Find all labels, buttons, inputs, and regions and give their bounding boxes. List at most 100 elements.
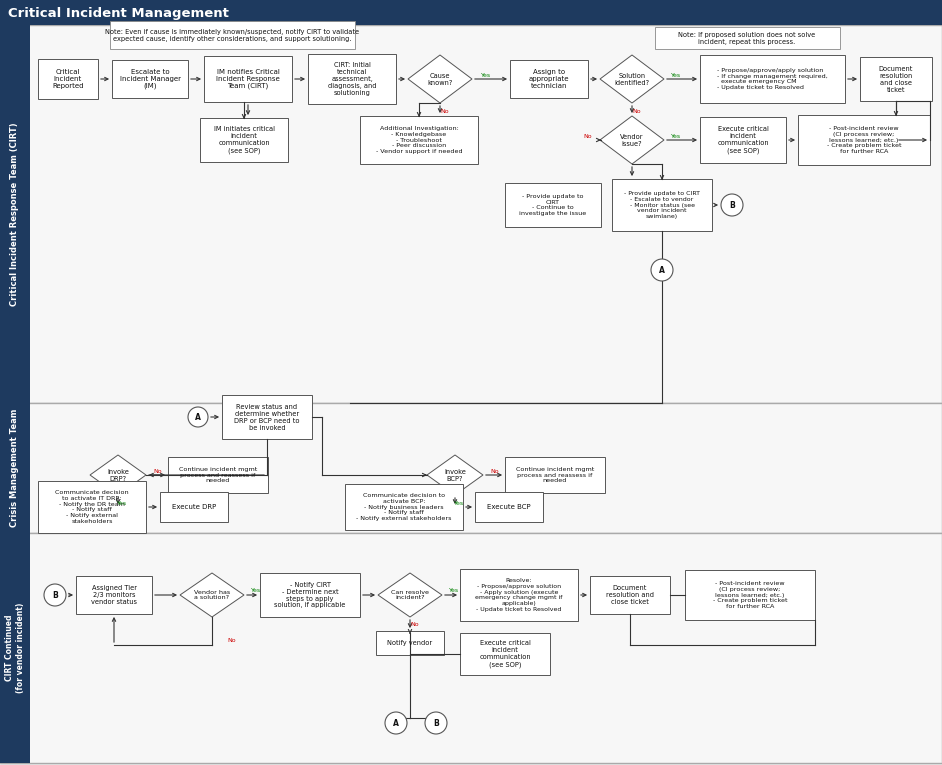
Text: Invoke
DRP?: Invoke DRP?	[107, 468, 129, 481]
Text: Assign to
appropriate
technician: Assign to appropriate technician	[528, 69, 569, 89]
Bar	[345, 484, 463, 530]
Bar	[612, 179, 712, 231]
Text: - Post-incident review
(CI process review;
lessons learned; etc.)
- Create probl: - Post-incident review (CI process revie…	[713, 581, 788, 609]
Bar	[38, 59, 98, 99]
Bar	[360, 116, 478, 164]
Text: A: A	[393, 718, 399, 728]
Polygon shape	[180, 573, 244, 617]
Text: Vendor has
a solution?: Vendor has a solution?	[194, 590, 230, 601]
Circle shape	[425, 712, 447, 734]
Text: Review status and
determine whether
DRP or BCP need to
be invoked: Review status and determine whether DRP …	[235, 403, 300, 431]
Bar	[110, 21, 355, 49]
Bar	[685, 570, 815, 620]
Text: - Provide update to CIRT
- Escalate to vendor
- Monitor status (see
vendor incid: - Provide update to CIRT - Escalate to v…	[624, 191, 700, 219]
Text: Can resolve
incident?: Can resolve incident?	[391, 590, 429, 601]
Bar	[222, 395, 312, 439]
Text: Assigned Tier
2/3 monitors
vendor status: Assigned Tier 2/3 monitors vendor status	[91, 585, 137, 605]
Text: No: No	[228, 639, 236, 643]
Bar	[505, 457, 605, 493]
Text: Yes: Yes	[671, 134, 681, 138]
Circle shape	[188, 407, 208, 427]
Bar	[700, 117, 786, 163]
Polygon shape	[427, 455, 483, 495]
Bar	[376, 631, 444, 655]
Text: Execute critical
incident
communication
(see SOP): Execute critical incident communication …	[717, 126, 769, 154]
Bar	[204, 56, 292, 102]
Bar	[0, 533, 942, 763]
Bar	[0, 533, 30, 763]
Bar	[0, 25, 30, 403]
Bar	[160, 492, 228, 522]
Text: Execute BCP: Execute BCP	[487, 504, 530, 510]
Bar	[76, 576, 152, 614]
Text: - Post-incident review
(CI process review;
lessons learned; etc.)
- Create probl: - Post-incident review (CI process revie…	[827, 126, 901, 154]
Text: No: No	[411, 623, 419, 627]
Text: Notify vendor: Notify vendor	[387, 640, 432, 646]
Circle shape	[651, 259, 673, 281]
Polygon shape	[90, 455, 146, 495]
Text: Document
resolution
and close
ticket: Document resolution and close ticket	[879, 66, 913, 93]
Bar	[200, 118, 288, 162]
Bar	[0, 403, 942, 533]
Bar	[860, 57, 932, 101]
Bar	[112, 60, 188, 98]
Bar	[0, 25, 942, 403]
Bar	[505, 183, 601, 227]
Text: No: No	[633, 109, 642, 113]
Text: - Notify CIRT
- Determine next
steps to apply
solution, if applicable: - Notify CIRT - Determine next steps to …	[274, 581, 346, 608]
Text: Additional Investigation:
- Knowledgebase
- Troubleshoot
- Peer discussion
- Ven: Additional Investigation: - Knowledgebas…	[376, 126, 463, 154]
Text: No: No	[491, 468, 499, 474]
Text: Communicate decision
to activate IT DRP:
- Notify the DR team
- Notify staff
- N: Communicate decision to activate IT DRP:…	[56, 490, 129, 524]
Text: Note: Even if cause is immediately known/suspected, notify CIRT to validate
expe: Note: Even if cause is immediately known…	[105, 28, 359, 41]
Text: Yes: Yes	[454, 500, 464, 506]
Text: Cause
known?: Cause known?	[428, 73, 453, 86]
Text: No: No	[154, 468, 162, 474]
Text: Critical Incident Response Team (CIRT): Critical Incident Response Team (CIRT)	[10, 122, 20, 306]
Text: IM initiates critical
incident
communication
(see SOP): IM initiates critical incident communica…	[214, 126, 274, 154]
Text: No: No	[584, 134, 593, 138]
Text: Continue incident mgmt
process and reassess if
needed: Continue incident mgmt process and reass…	[179, 467, 257, 483]
Text: Yes: Yes	[251, 588, 261, 594]
Text: CIRT Continued
(for vendor incident): CIRT Continued (for vendor incident)	[6, 603, 24, 693]
Text: Crisis Management Team: Crisis Management Team	[10, 409, 20, 527]
Text: Critical Incident Management: Critical Incident Management	[8, 6, 229, 19]
Bar	[590, 576, 670, 614]
Text: Invoke
BCP?: Invoke BCP?	[444, 468, 466, 481]
Polygon shape	[600, 116, 664, 164]
Text: Yes: Yes	[449, 588, 459, 594]
Text: Yes: Yes	[481, 73, 491, 77]
Text: A: A	[659, 265, 665, 275]
Bar	[510, 60, 588, 98]
Bar	[260, 573, 360, 617]
Bar	[700, 55, 845, 103]
Text: Yes: Yes	[671, 73, 681, 77]
Text: Continue incident mgmt
process and reassess if
needed: Continue incident mgmt process and reass…	[516, 467, 594, 483]
Bar	[460, 633, 550, 675]
Text: A: A	[195, 412, 201, 422]
Text: Execute critical
incident
communication
(see SOP): Execute critical incident communication …	[479, 640, 530, 668]
Text: Critical
Incident
Reported: Critical Incident Reported	[52, 69, 84, 89]
Text: Note: If proposed solution does not solve
incident, repeat this process.: Note: If proposed solution does not solv…	[678, 31, 816, 44]
Text: - Propose/approve/apply solution
- If change management required,
  execute emer: - Propose/approve/apply solution - If ch…	[717, 68, 828, 90]
Circle shape	[721, 194, 743, 216]
Circle shape	[385, 712, 407, 734]
Bar	[0, 403, 30, 533]
Text: Escalate to
Incident Manager
(IM): Escalate to Incident Manager (IM)	[120, 69, 181, 90]
Text: Execute DRP: Execute DRP	[171, 504, 216, 510]
Bar	[460, 569, 578, 621]
Polygon shape	[378, 573, 442, 617]
Circle shape	[44, 584, 66, 606]
Text: - Provide update to
CIRT
- Continue to
investigate the issue: - Provide update to CIRT - Continue to i…	[519, 194, 587, 216]
Text: B: B	[52, 591, 57, 600]
Polygon shape	[600, 55, 664, 103]
Text: CIRT: Initial
technical
assessment,
diagnosis, and
solutioning: CIRT: Initial technical assessment, diag…	[328, 62, 376, 96]
Text: Resolve:
- Propose/approve solution
- Apply solution (execute
emergency change m: Resolve: - Propose/approve solution - Ap…	[476, 578, 562, 612]
Bar	[38, 481, 146, 533]
Text: Vendor
issue?: Vendor issue?	[620, 134, 643, 147]
Bar	[0, 0, 942, 25]
Text: B: B	[433, 718, 439, 728]
Text: IM notifies Critical
Incident Response
Team (CIRT): IM notifies Critical Incident Response T…	[216, 69, 280, 90]
Bar	[168, 457, 268, 493]
Text: Document
resolution and
close ticket: Document resolution and close ticket	[606, 585, 654, 605]
Text: B: B	[729, 200, 735, 210]
